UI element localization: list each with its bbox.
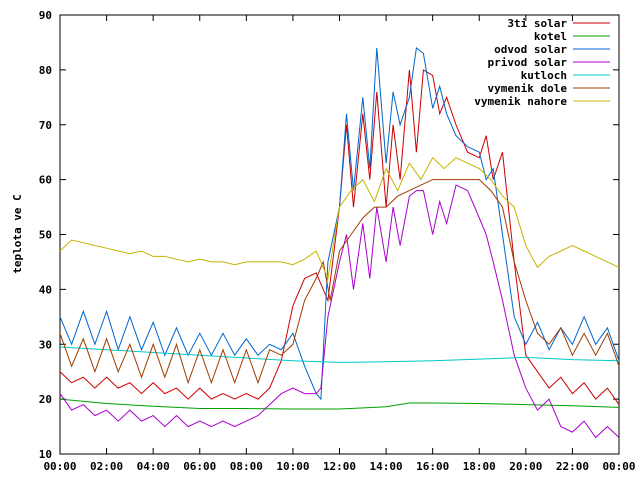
series-line-privod-solar xyxy=(59,184,620,439)
series-lines xyxy=(59,46,620,439)
x-tick-label: 04:00 xyxy=(137,460,170,473)
x-tick-label: 02:00 xyxy=(90,460,123,473)
x-tick-label: 16:00 xyxy=(416,460,449,473)
y-tick-label: 60 xyxy=(39,174,52,187)
series-line-odvod-solar xyxy=(59,46,620,401)
x-tick-label: 18:00 xyxy=(463,460,496,473)
series-line-vymenik-dole xyxy=(59,179,620,385)
legend-label-privod-solar: privod solar xyxy=(488,56,568,69)
x-tick-label: 06:00 xyxy=(183,460,216,473)
y-tick-label: 30 xyxy=(39,338,52,351)
y-tick-label: 50 xyxy=(39,229,52,242)
x-tick-label: 08:00 xyxy=(230,460,263,473)
legend-label-3ti-solar: 3ti solar xyxy=(507,17,567,30)
series-line-kotel xyxy=(59,398,620,410)
x-tick-label: 00:00 xyxy=(602,460,635,473)
series-line-kutloch xyxy=(59,346,620,363)
legend-label-vymenik-nahore: vymenik nahore xyxy=(474,95,567,108)
x-tick-label: 22:00 xyxy=(556,460,589,473)
axis-ticks: 10 20 30 40 50 60 70 80 90 00:00 02:00 04:00 06:00 08… xyxy=(39,9,636,473)
y-tick-label: 80 xyxy=(39,64,52,77)
legend-label-vymenik-dole: vymenik dole xyxy=(488,82,568,95)
y-tick-label: 20 xyxy=(39,393,52,406)
y-tick-label: 70 xyxy=(39,119,52,132)
series-line-vymenik-nahore xyxy=(59,156,620,281)
y-tick-label: 10 xyxy=(39,448,52,461)
x-tick-label: 20:00 xyxy=(509,460,542,473)
legend-label-odvod-solar: odvod solar xyxy=(494,43,567,56)
x-tick-label: 12:00 xyxy=(323,460,356,473)
x-tick-label: 00:00 xyxy=(43,460,76,473)
x-tick-label: 14:00 xyxy=(370,460,403,473)
y-axis-label: teplota ve C xyxy=(11,194,24,273)
x-tick-label: 10:00 xyxy=(276,460,309,473)
y-tick-label: 90 xyxy=(39,9,52,22)
series-line-3ti-solar xyxy=(59,69,620,405)
legend-label-kutloch: kutloch xyxy=(521,69,567,82)
legend-label-kotel: kotel xyxy=(534,30,567,43)
y-tick-label: 40 xyxy=(39,283,52,296)
